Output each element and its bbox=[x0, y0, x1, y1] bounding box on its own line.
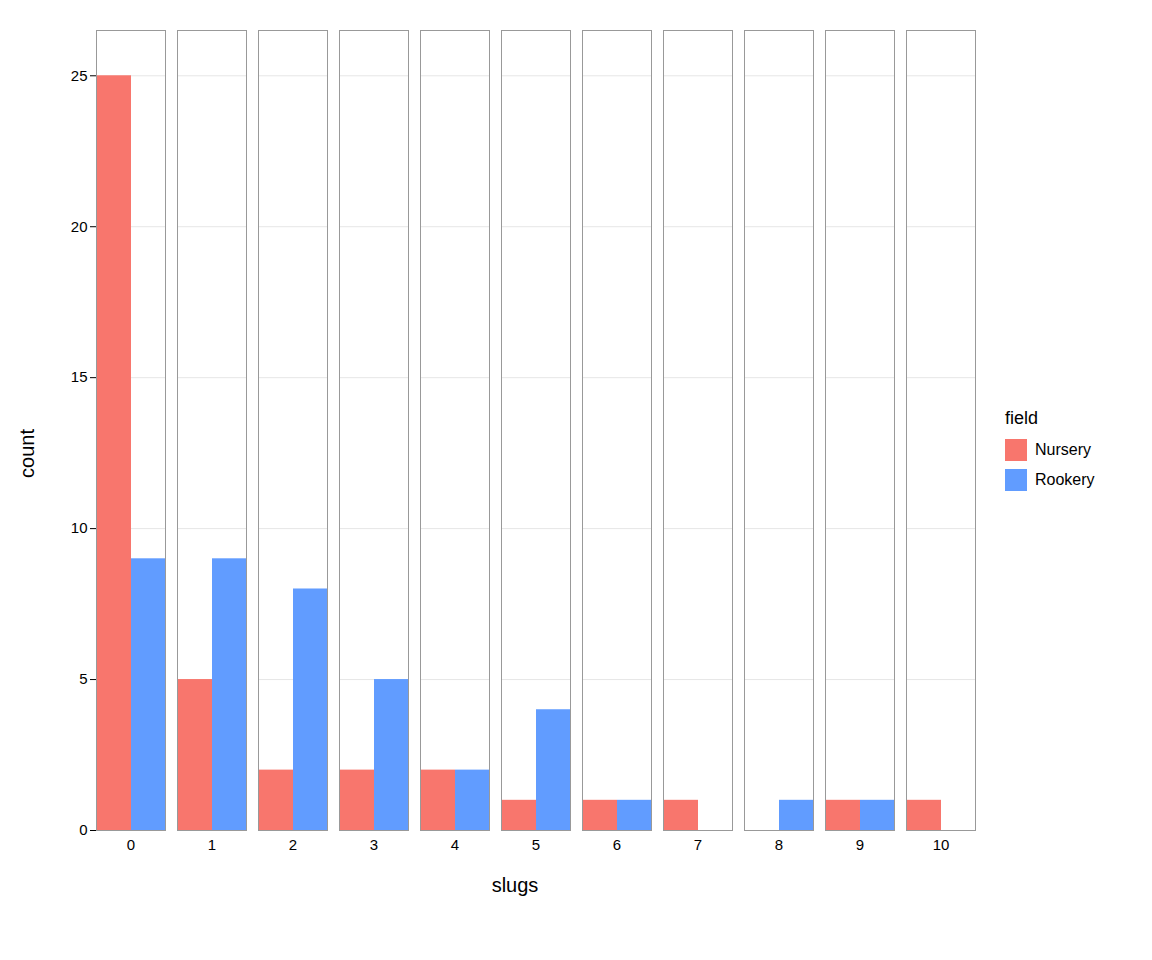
html-text:slugs: slugs bbox=[491, 874, 539, 896]
svg-text:0: 0 bbox=[79, 821, 87, 838]
svg-text:2: 2 bbox=[289, 836, 297, 853]
svg-text:25: 25 bbox=[71, 67, 88, 84]
svg-text:4: 4 bbox=[451, 836, 459, 853]
svg-text:20: 20 bbox=[71, 218, 88, 235]
svg-text:1: 1 bbox=[208, 836, 216, 853]
svg-text:10: 10 bbox=[71, 519, 88, 536]
svg-text:0: 0 bbox=[127, 836, 135, 853]
svg-text:5: 5 bbox=[532, 836, 540, 853]
svg-text:5: 5 bbox=[79, 670, 87, 687]
svg-text:8: 8 bbox=[775, 836, 783, 853]
svg-text:7: 7 bbox=[694, 836, 702, 853]
html-text:Nursery: Nursery bbox=[1035, 441, 1091, 458]
html-text:count: count bbox=[16, 429, 38, 478]
html-text:field: field bbox=[1005, 408, 1038, 428]
svg-text:6: 6 bbox=[613, 836, 621, 853]
svg-text:10: 10 bbox=[933, 836, 950, 853]
svg-text:9: 9 bbox=[856, 836, 864, 853]
svg-text:15: 15 bbox=[71, 368, 88, 385]
html-text:Rookery: Rookery bbox=[1035, 471, 1095, 488]
svg-text:3: 3 bbox=[370, 836, 378, 853]
